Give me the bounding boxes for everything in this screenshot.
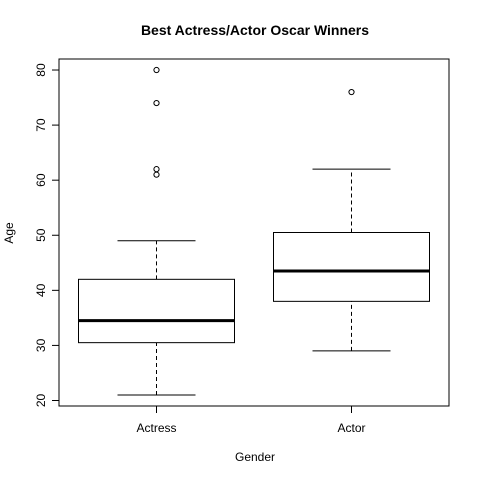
chart-title: Best Actress/Actor Oscar Winners bbox=[141, 22, 369, 38]
y-tick-label: 40 bbox=[34, 283, 48, 297]
x-tick-label: Actress bbox=[136, 421, 176, 435]
y-axis: 20 30 40 50 60 70 80 bbox=[34, 63, 60, 407]
x-axis: Actress Actor bbox=[136, 405, 366, 435]
x-axis-label: Gender bbox=[235, 450, 275, 464]
iqr-box bbox=[273, 232, 430, 302]
box-actress bbox=[78, 66, 235, 396]
y-axis-label: Age bbox=[2, 222, 16, 244]
outlier-point bbox=[153, 166, 160, 173]
box-actor bbox=[273, 88, 430, 352]
y-tick-label: 70 bbox=[34, 118, 48, 132]
outlier-point bbox=[153, 66, 160, 74]
outlier-point bbox=[153, 99, 160, 107]
x-tick-label: Actor bbox=[337, 421, 365, 435]
box-series bbox=[78, 66, 430, 396]
outlier-point bbox=[348, 88, 355, 96]
y-tick-label: 30 bbox=[34, 338, 48, 352]
y-tick-label: 60 bbox=[34, 173, 48, 187]
y-tick-label: 20 bbox=[34, 393, 48, 407]
outlier-point bbox=[153, 171, 160, 178]
y-tick-label: 50 bbox=[34, 228, 48, 242]
iqr-box bbox=[78, 278, 235, 344]
y-tick-label: 80 bbox=[34, 63, 48, 77]
